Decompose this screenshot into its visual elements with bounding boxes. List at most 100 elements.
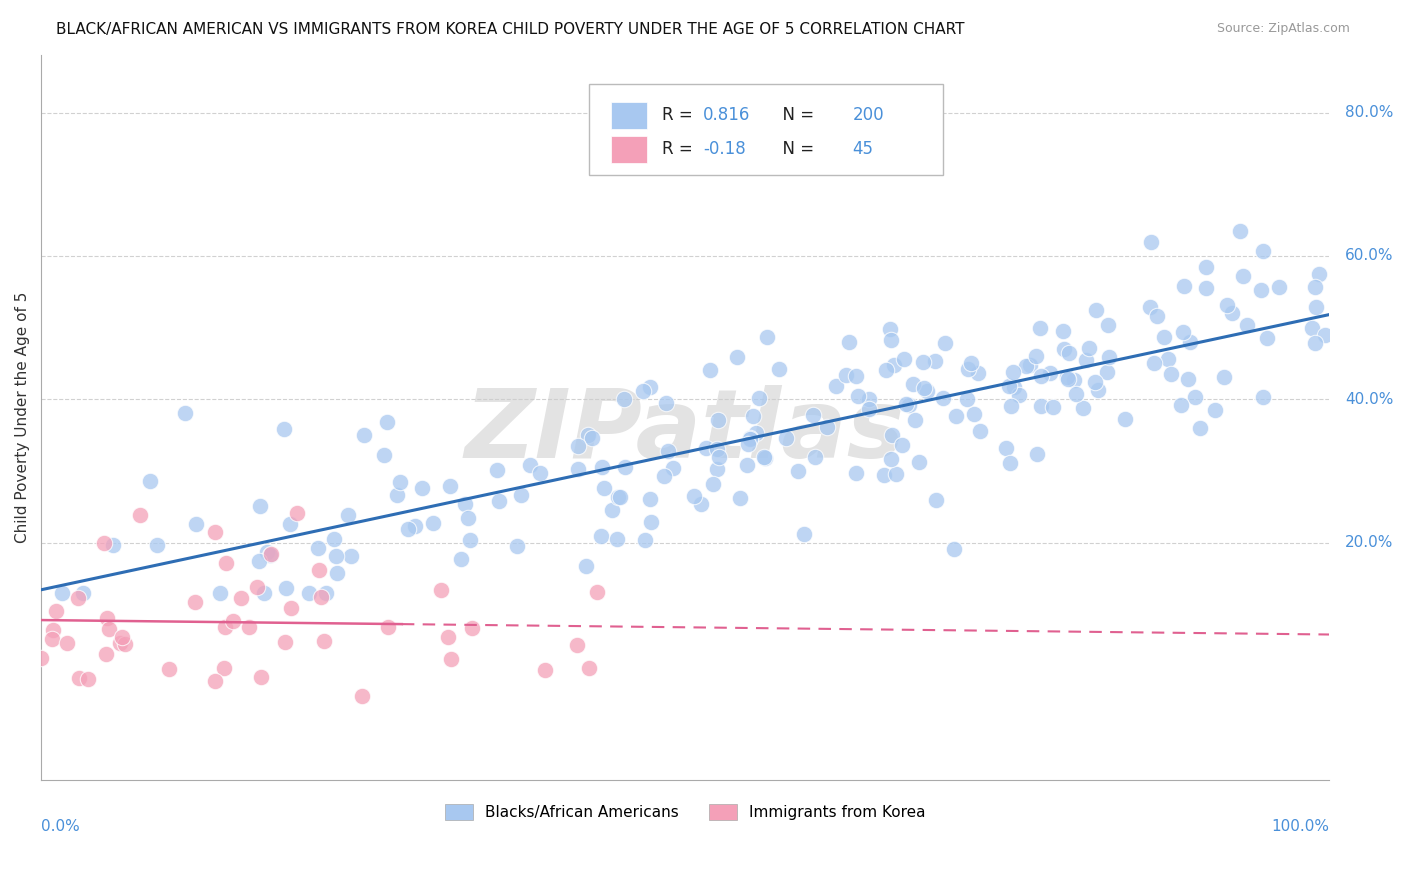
- Point: [146, 539, 169, 553]
- Point: [875, 362, 897, 376]
- Point: [1220, 305, 1243, 319]
- Point: [1053, 342, 1076, 356]
- Point: [1000, 399, 1022, 413]
- Text: BLACK/AFRICAN AMERICAN VS IMMIGRANTS FROM KOREA CHILD POVERTY UNDER THE AGE OF 5: BLACK/AFRICAN AMERICAN VS IMMIGRANTS FRO…: [56, 22, 965, 37]
- Point: [614, 460, 637, 475]
- Point: [1087, 383, 1109, 397]
- Point: [45, 604, 67, 618]
- Text: 80.0%: 80.0%: [1346, 105, 1393, 120]
- Point: [662, 461, 685, 475]
- Point: [690, 497, 713, 511]
- Point: [325, 549, 347, 563]
- FancyBboxPatch shape: [610, 102, 647, 129]
- Point: [882, 428, 904, 442]
- Point: [994, 441, 1017, 455]
- Point: [1057, 372, 1080, 386]
- Point: [1157, 351, 1180, 366]
- Point: [1160, 367, 1182, 381]
- Point: [253, 586, 276, 600]
- Point: [93, 536, 115, 550]
- Point: [377, 415, 399, 429]
- Point: [454, 497, 477, 511]
- Point: [1253, 391, 1275, 405]
- Point: [706, 461, 728, 475]
- Text: Source: ZipAtlas.com: Source: ZipAtlas.com: [1216, 22, 1350, 36]
- Point: [1143, 356, 1166, 370]
- Point: [581, 430, 603, 444]
- Point: [1171, 325, 1194, 339]
- Text: R =: R =: [662, 106, 697, 124]
- Point: [509, 488, 531, 502]
- Point: [1064, 387, 1087, 401]
- Point: [222, 614, 245, 628]
- Point: [1098, 350, 1121, 364]
- Point: [41, 623, 63, 637]
- Point: [77, 673, 100, 687]
- Point: [834, 368, 856, 383]
- Point: [1188, 421, 1211, 435]
- Point: [884, 467, 907, 482]
- Point: [640, 515, 662, 529]
- Point: [576, 428, 599, 442]
- Point: [845, 368, 868, 383]
- Point: [932, 391, 955, 405]
- Point: [458, 533, 481, 548]
- Point: [725, 350, 748, 364]
- Point: [606, 490, 628, 504]
- Point: [1139, 235, 1161, 250]
- Point: [845, 466, 868, 480]
- Point: [352, 689, 374, 703]
- Point: [256, 544, 278, 558]
- Point: [883, 358, 905, 372]
- Point: [1018, 358, 1040, 372]
- Point: [893, 351, 915, 366]
- Point: [879, 451, 901, 466]
- Point: [439, 479, 461, 493]
- Text: ZIPatlas: ZIPatlas: [465, 385, 905, 478]
- Point: [957, 362, 980, 376]
- Point: [388, 475, 411, 489]
- Point: [249, 499, 271, 513]
- Point: [1184, 390, 1206, 404]
- Point: [1256, 331, 1278, 345]
- Point: [157, 662, 180, 676]
- Point: [249, 670, 271, 684]
- Text: 60.0%: 60.0%: [1346, 249, 1393, 263]
- Text: -0.18: -0.18: [703, 140, 747, 158]
- Point: [1229, 224, 1251, 238]
- Point: [609, 490, 631, 504]
- Text: N =: N =: [772, 140, 818, 158]
- Point: [967, 366, 990, 380]
- Point: [307, 541, 329, 555]
- Point: [340, 549, 363, 564]
- Point: [404, 519, 426, 533]
- Point: [578, 660, 600, 674]
- Point: [422, 516, 444, 530]
- Point: [377, 620, 399, 634]
- Point: [1232, 269, 1254, 284]
- Point: [259, 548, 281, 562]
- Point: [308, 563, 330, 577]
- Point: [430, 582, 453, 597]
- Point: [67, 672, 90, 686]
- Point: [396, 522, 419, 536]
- Point: [741, 409, 763, 424]
- Text: 0.0%: 0.0%: [41, 820, 80, 835]
- Point: [285, 506, 308, 520]
- Point: [1250, 284, 1272, 298]
- Point: [450, 552, 472, 566]
- Point: [309, 590, 332, 604]
- Point: [912, 381, 935, 395]
- Point: [385, 488, 408, 502]
- Point: [1084, 376, 1107, 390]
- Point: [326, 566, 349, 580]
- Point: [901, 376, 924, 391]
- Point: [1078, 341, 1101, 355]
- Point: [353, 427, 375, 442]
- Point: [858, 401, 880, 416]
- Point: [567, 462, 589, 476]
- Point: [963, 407, 986, 421]
- Legend: Blacks/African Americans, Immigrants from Korea: Blacks/African Americans, Immigrants fro…: [439, 797, 932, 826]
- Point: [699, 363, 721, 377]
- Point: [934, 335, 956, 350]
